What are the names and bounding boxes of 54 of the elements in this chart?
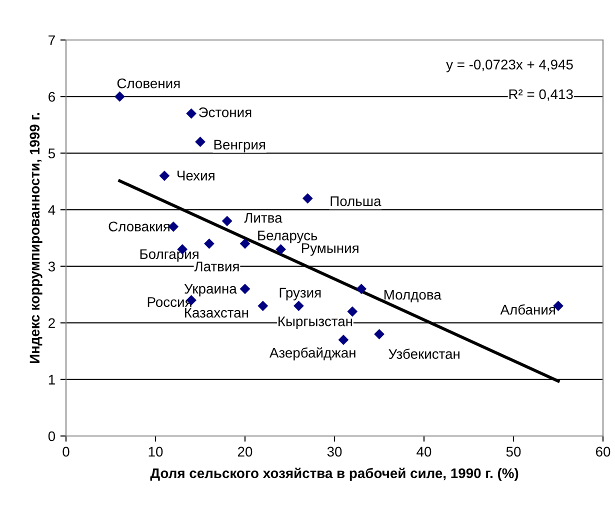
- x-tick-label: 10: [148, 446, 163, 457]
- annotation: Польша: [330, 196, 382, 206]
- annotation: R² = 0,413: [509, 89, 573, 101]
- annotation: Литва: [244, 213, 282, 223]
- y-tick-label: 4: [48, 205, 56, 215]
- x-tick-label: 40: [416, 446, 432, 457]
- y-tick-label: 1: [48, 374, 55, 384]
- annotation: Узбекистан: [388, 348, 460, 359]
- point: [222, 216, 232, 226]
- x-tick-label: 50: [506, 446, 521, 457]
- x-tick-label: 0: [62, 446, 70, 457]
- y-tick-label: 5: [48, 148, 55, 158]
- x-axis-title: Доля сельского хозяйства в рабочей силе, 1990 г. (%): [150, 468, 518, 481]
- y-axis-title: Индекс коррумпированности, 1999 г.: [30, 112, 42, 364]
- y-tick-label: 6: [48, 92, 55, 102]
- annotation: Украина: [184, 284, 237, 296]
- point: [186, 108, 196, 119]
- point: [276, 244, 286, 255]
- point: [302, 193, 313, 204]
- annotation: Казахстан: [185, 308, 248, 318]
- annotation: Словакия: [108, 222, 170, 232]
- y-tick-label: 3: [48, 262, 55, 272]
- point: [258, 300, 268, 312]
- x-tick-label: 30: [327, 446, 342, 457]
- point: [240, 238, 250, 249]
- annotation: Молдова: [384, 290, 442, 302]
- annotation: Беларусь: [258, 230, 318, 244]
- annotation: Кыргызстан: [278, 316, 352, 330]
- annotation: Албания: [500, 304, 555, 315]
- point: [240, 284, 250, 294]
- x-tick-label: 20: [238, 446, 252, 457]
- x-tick-label: 60: [596, 446, 610, 457]
- point: [159, 170, 170, 181]
- point: [294, 300, 304, 312]
- annotation: Грузия: [280, 288, 321, 300]
- point: [356, 284, 367, 294]
- point: [195, 136, 206, 148]
- annotation: Азербайджан: [269, 347, 356, 360]
- point: [347, 306, 358, 317]
- y-tick-label: 2: [48, 318, 55, 328]
- annotation: Словения: [117, 78, 180, 88]
- point: [374, 328, 384, 340]
- point: [114, 91, 125, 102]
- y-tick-label: 7: [48, 35, 55, 46]
- annotation: Румыния: [302, 243, 358, 256]
- y-tick-label: 0: [48, 431, 56, 442]
- annotation: y = -0,0723x + 4,945: [446, 60, 573, 72]
- annotation: Чехия: [178, 170, 214, 180]
- point: [338, 334, 349, 346]
- annotation: Эстония: [199, 107, 252, 118]
- annotation: Латвия: [194, 262, 239, 272]
- point: [204, 238, 214, 249]
- annotation: Венгрия: [214, 140, 266, 152]
- annotation: Болгария: [140, 249, 198, 262]
